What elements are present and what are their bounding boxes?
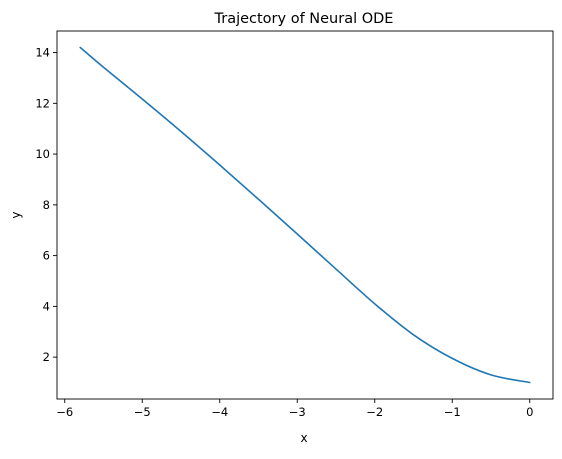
- plot-frame: [56, 30, 554, 400]
- y-tick-label: 8: [43, 198, 50, 212]
- x-tick-label: −3: [289, 405, 306, 419]
- y-tick-label: 6: [43, 249, 50, 263]
- y-tick-label: 12: [35, 96, 50, 110]
- y-tick-label: 10: [35, 147, 50, 161]
- y-tick-label: 2: [43, 350, 50, 364]
- x-tick-label: 0: [526, 405, 533, 419]
- x-tick-label: −6: [56, 405, 73, 419]
- series-layer: [79, 46, 531, 384]
- x-axis-ticks: −6 −5 −4 −3 −2 −1 0: [56, 399, 533, 419]
- chart-title: Trajectory of Neural ODE: [214, 11, 394, 27]
- x-tick-label: −1: [444, 405, 461, 419]
- series-line: [79, 46, 531, 384]
- x-tick-label: −2: [366, 405, 383, 419]
- x-tick-label: −5: [134, 405, 151, 419]
- y-axis-label: y: [9, 211, 23, 218]
- y-axis-ticks: 2 4 6 8 10 12 14: [35, 46, 57, 364]
- x-tick-label: −4: [211, 405, 228, 419]
- x-axis-label: x: [300, 431, 307, 445]
- y-tick-label: 14: [35, 46, 50, 60]
- y-tick-label: 4: [43, 299, 50, 313]
